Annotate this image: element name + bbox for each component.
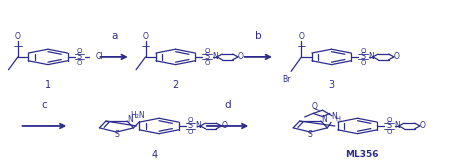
Text: S: S <box>204 52 210 61</box>
Text: O: O <box>360 48 365 54</box>
Text: Cl: Cl <box>96 52 103 61</box>
Text: 3: 3 <box>328 81 335 91</box>
Text: 4: 4 <box>151 150 157 160</box>
Text: ML356: ML356 <box>346 150 379 159</box>
Text: O: O <box>360 60 365 66</box>
Text: b: b <box>255 31 262 41</box>
Text: N: N <box>368 52 374 61</box>
Text: O: O <box>299 32 304 40</box>
Text: O: O <box>238 52 244 61</box>
Text: N: N <box>196 122 201 130</box>
Text: O: O <box>394 52 400 61</box>
Text: O: O <box>188 117 193 123</box>
Text: O: O <box>143 32 148 40</box>
Text: S: S <box>77 52 82 61</box>
Text: N: N <box>394 122 400 130</box>
Text: O: O <box>386 117 392 123</box>
Text: N: N <box>321 115 327 124</box>
Text: O: O <box>77 48 82 54</box>
Text: O: O <box>221 122 227 130</box>
Text: 2: 2 <box>173 81 179 91</box>
Text: N: N <box>331 112 337 122</box>
Text: O: O <box>77 60 82 66</box>
Text: O: O <box>15 32 21 40</box>
Text: S: S <box>188 122 193 130</box>
Text: H: H <box>335 116 340 122</box>
Text: N: N <box>128 115 133 124</box>
Text: S: S <box>360 52 365 61</box>
Text: Br: Br <box>282 75 291 84</box>
Text: O: O <box>204 48 210 54</box>
Text: S: S <box>308 130 313 139</box>
Text: O: O <box>420 122 426 130</box>
Text: 1: 1 <box>45 81 51 91</box>
Text: O: O <box>311 102 318 111</box>
Text: O: O <box>188 129 193 135</box>
Text: O: O <box>204 60 210 66</box>
Text: N: N <box>212 52 218 61</box>
Text: O: O <box>386 129 392 135</box>
Text: c: c <box>41 100 47 110</box>
Text: S: S <box>386 122 392 130</box>
Text: H₂N: H₂N <box>130 110 145 120</box>
Text: S: S <box>114 130 119 139</box>
Text: a: a <box>111 31 117 41</box>
Text: d: d <box>224 100 231 110</box>
